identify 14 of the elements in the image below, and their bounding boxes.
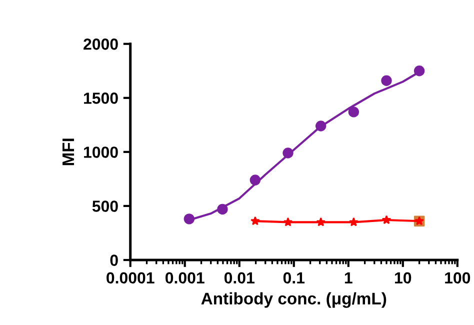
- y-tick-label: 500: [92, 200, 118, 212]
- x-tick-label: 10: [395, 272, 412, 284]
- x-tick-label: 0.1: [283, 272, 305, 284]
- x-tick-label: 0.001: [166, 272, 204, 284]
- y-tick-label: 2000: [84, 38, 118, 50]
- x-tick-label: 1: [344, 272, 352, 284]
- y-tick-label: 0: [110, 254, 118, 266]
- y-axis-title: MFI: [62, 138, 74, 166]
- x-tick-label: 0.01: [224, 272, 254, 284]
- y-tick-label: 1500: [84, 92, 118, 104]
- x-tick-label: 0.0001: [106, 272, 154, 284]
- x-axis-title: Antibody conc. (μg/mL): [201, 292, 386, 308]
- x-tick-label: 100: [445, 272, 470, 284]
- y-tick-label: 1000: [84, 146, 118, 158]
